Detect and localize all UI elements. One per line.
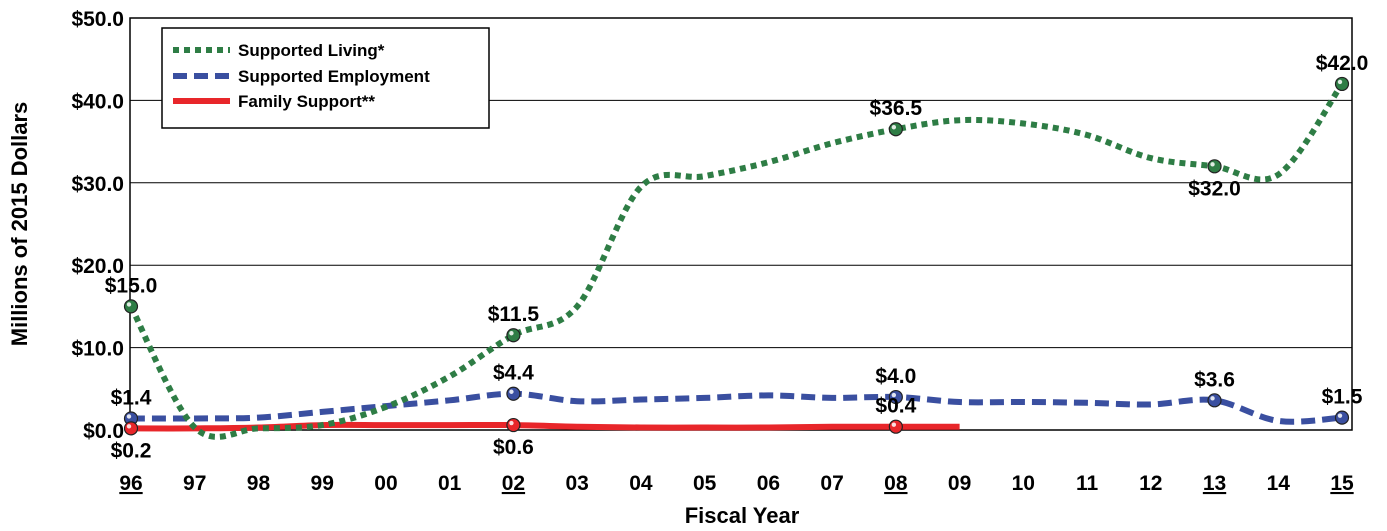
marker-family-support <box>506 417 521 433</box>
x-tick-label: 07 <box>820 472 843 495</box>
marker-supported-living <box>888 122 903 137</box>
y-tick-label: $0.0 <box>83 420 124 443</box>
marker-supported-living <box>1207 159 1222 174</box>
y-tick-label: $20.0 <box>71 255 124 278</box>
y-tick-label: $10.0 <box>71 338 124 361</box>
x-axis-title: Fiscal Year <box>685 503 800 528</box>
x-tick-label: 12 <box>1139 472 1162 495</box>
x-tick-label: 05 <box>693 472 717 495</box>
legend-label-supported-living: Supported Living* <box>238 41 385 60</box>
data-label-supported-living: $11.5 <box>488 303 540 326</box>
marker-highlight-supported-employment <box>509 389 514 394</box>
marker-highlight-supported-living <box>891 125 897 130</box>
data-label-supported-living: $15.0 <box>105 274 158 297</box>
x-tick-label: 96 <box>119 472 142 495</box>
x-tick-label: 04 <box>629 472 653 495</box>
marker-supported-employment <box>1334 410 1350 425</box>
marker-highlight-supported-living <box>126 302 132 307</box>
x-tick-label: 10 <box>1012 472 1035 495</box>
data-label-supported-employment: $4.0 <box>875 365 916 388</box>
marker-highlight-family-support <box>126 424 132 429</box>
series-lines <box>128 82 1345 440</box>
x-tick-label: 00 <box>374 472 397 495</box>
data-label-supported-employment: $1.5 <box>1322 386 1363 409</box>
data-label-supported-employment: $3.6 <box>1194 368 1235 391</box>
data-label-family-support: $0.6 <box>493 436 534 459</box>
data-label-family-support: $0.2 <box>111 439 152 462</box>
marker-highlight-supported-employment <box>126 414 132 419</box>
y-axis-title: Millions of 2015 Dollars <box>7 102 32 347</box>
x-tick-label: 14 <box>1267 472 1291 495</box>
marker-highlight-family-support <box>509 420 514 426</box>
y-tick-label: $40.0 <box>71 90 124 113</box>
grid-lines <box>130 99 1352 349</box>
marker-supported-employment <box>506 386 521 401</box>
x-tick-label: 08 <box>884 472 908 495</box>
data-label-supported-living: $42.0 <box>1316 52 1369 75</box>
y-axis-ticks: $0.0 $10.0 $20.0 $30.0 $40.0 $50.0 <box>71 8 124 443</box>
marker-highlight-supported-living <box>1337 79 1343 85</box>
x-tick-label: 06 <box>757 472 780 495</box>
marker-supported-living <box>1334 76 1350 92</box>
data-label-supported-employment: $1.4 <box>111 386 152 409</box>
marker-highlight-supported-employment <box>1210 396 1215 401</box>
y-tick-label: $30.0 <box>71 173 124 196</box>
marker-supported-living <box>506 328 521 343</box>
marker-family-support <box>888 419 903 434</box>
marker-highlight-supported-living <box>1210 162 1215 167</box>
marker-highlight-supported-employment <box>891 392 897 398</box>
data-labels: $15.0 $11.5 $36.5 $32.0 $42.0 $1.4 $4.4 $4.0 $3.… <box>105 52 1369 462</box>
marker-family-support <box>123 421 139 436</box>
x-tick-label: 02 <box>502 472 525 495</box>
marker-supported-living <box>123 299 139 314</box>
y-tick-label: $50.0 <box>71 8 124 31</box>
data-label-supported-living: $36.5 <box>870 97 923 120</box>
legend-label-family-support: Family Support** <box>238 92 375 111</box>
x-tick-label: 01 <box>438 472 462 495</box>
x-tick-label: 09 <box>948 472 971 495</box>
x-axis-ticks: 96 97 98 99 00 01 02 03 04 05 06 07 08 09 10 11 12 13 14 15 <box>119 472 1354 495</box>
x-tick-label: 11 <box>1076 472 1099 495</box>
data-label-supported-employment: $4.4 <box>493 362 534 385</box>
x-tick-label: 03 <box>565 472 588 495</box>
marker-highlight-supported-living <box>509 331 514 336</box>
series-markers <box>123 76 1350 436</box>
marker-supported-employment <box>1207 393 1222 408</box>
series-line-supported-living <box>128 82 1345 440</box>
legend-label-supported-employment: Supported Employment <box>238 67 430 86</box>
marker-highlight-supported-employment <box>1337 413 1343 418</box>
x-tick-label: 98 <box>247 472 271 495</box>
x-tick-label: 99 <box>311 472 334 495</box>
data-label-family-support: $0.4 <box>875 395 916 418</box>
legend: Supported Living* Supported Employment F… <box>161 27 490 129</box>
series-line-supported-employment <box>130 390 1343 425</box>
x-tick-label: 13 <box>1203 472 1226 495</box>
data-label-supported-living: $32.0 <box>1188 177 1241 200</box>
x-tick-label: 97 <box>183 472 206 495</box>
x-tick-label: 15 <box>1330 472 1354 495</box>
marker-highlight-family-support <box>891 422 897 427</box>
